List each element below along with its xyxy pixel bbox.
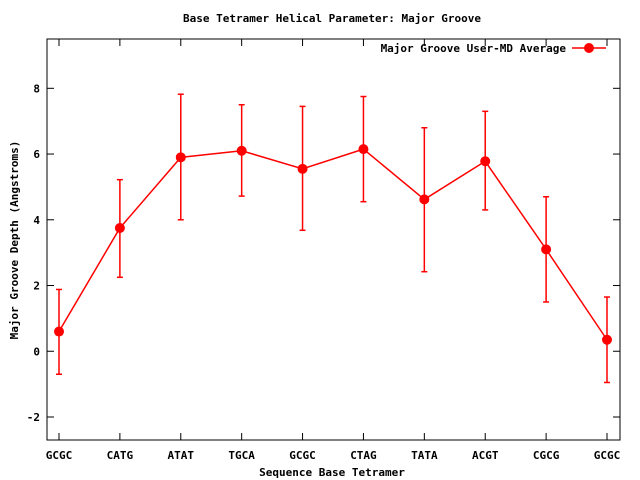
x-tick-label: GCGC (289, 449, 316, 462)
chart-title: Base Tetramer Helical Parameter: Major G… (183, 12, 481, 25)
x-tick-label: CTAG (350, 449, 377, 462)
x-tick-label: GCGC (594, 449, 621, 462)
y-tick-label: 8 (33, 82, 40, 95)
x-tick-label: ATAT (168, 449, 195, 462)
legend: Major Groove User-MD Average (381, 42, 606, 55)
x-tick-label: TGCA (228, 449, 255, 462)
data-point (358, 144, 369, 155)
data-point (297, 163, 308, 174)
legend-label: Major Groove User-MD Average (381, 42, 567, 55)
x-axis-label: Sequence Base Tetramer (259, 466, 405, 479)
data-point (114, 222, 125, 233)
data-point (236, 145, 247, 156)
data-point (480, 156, 491, 167)
x-tick-label: CGCG (533, 449, 560, 462)
x-tick-label: ACGT (472, 449, 499, 462)
y-tick-label: 6 (33, 148, 40, 161)
data-point (602, 334, 612, 345)
y-tick-label: -2 (27, 411, 40, 424)
series-layer (54, 93, 612, 384)
data-point (541, 244, 552, 255)
y-axis: -2 0 2 4 6 8 (27, 82, 620, 424)
y-tick-label: 2 (33, 280, 40, 293)
legend-marker (584, 43, 594, 53)
y-axis-label: Major Groove Depth (Angstroms) (8, 141, 21, 340)
data-point (419, 194, 430, 205)
y-tick-label: 0 (33, 345, 40, 358)
series-line (58, 148, 608, 341)
data-point (54, 326, 64, 337)
y-tick-label: 4 (33, 214, 40, 227)
x-tick-label: TATA (411, 449, 438, 462)
data-point (175, 152, 186, 163)
x-axis: GCGC CATG ATAT TGCA GCGC CTAG TATA ACGT CGCG GCGC (46, 39, 621, 462)
x-tick-label: CATG (107, 449, 134, 462)
x-tick-label: GCGC (46, 449, 73, 462)
plot-frame (46, 38, 621, 441)
